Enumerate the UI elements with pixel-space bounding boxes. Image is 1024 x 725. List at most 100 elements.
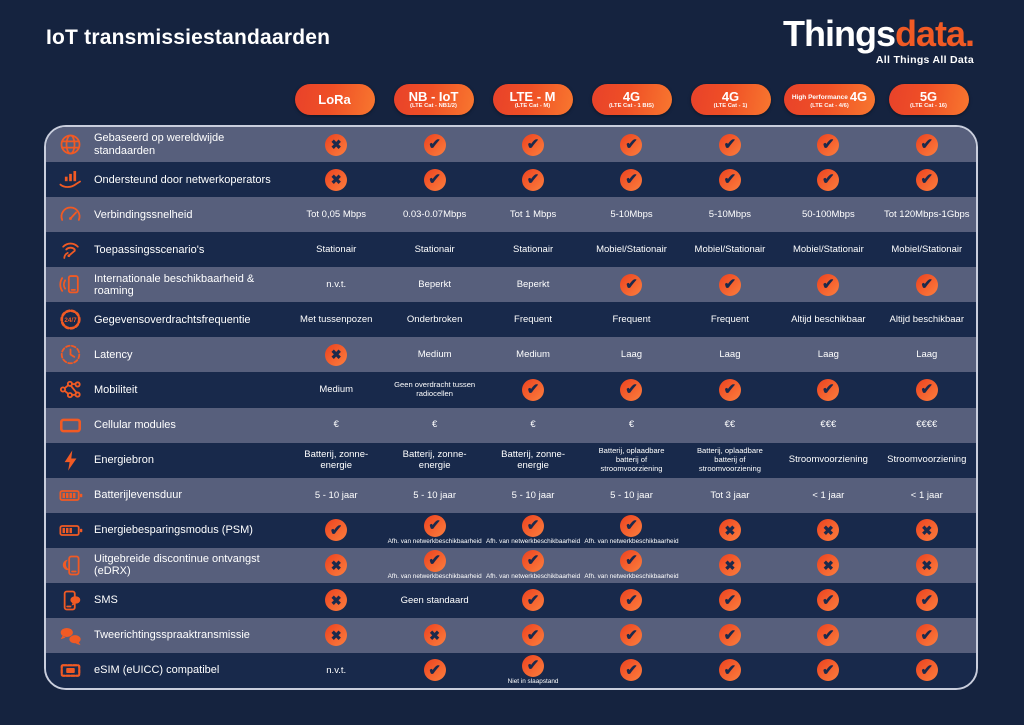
value-cell: ✔	[582, 624, 680, 647]
row-label: Verbindingssnelheid	[94, 208, 193, 221]
value-cell: Stroomvoorziening	[779, 454, 877, 465]
comparison-table: Gebaseerd op wereldwijde standaarden ✖ ✔ ✔ ✔…	[44, 125, 978, 690]
value-cell: Tot 0,05 Mbps	[287, 209, 385, 220]
check-icon: ✔	[817, 659, 840, 682]
row-label: Internationale beschikbaarheid & roaming	[94, 272, 255, 297]
value-cell: ✔	[681, 624, 779, 647]
battery-saving-icon	[46, 517, 94, 544]
check-icon: ✔	[817, 589, 840, 612]
table-row: Ondersteund door netwerkoperators ✖ ✔ ✔ ✔ ✔ ✔ ✔	[46, 162, 976, 198]
check-icon: ✔	[620, 549, 643, 572]
check-icon: ✔	[522, 168, 545, 191]
check-icon: ✔	[522, 133, 545, 156]
cell-subtext: Afh. van netwerkbeschikbaarheid	[584, 573, 679, 581]
cross-icon: ✖	[718, 519, 741, 542]
speedometer-icon	[46, 201, 94, 228]
check-icon: ✔	[915, 659, 938, 682]
check-icon: ✔	[423, 549, 446, 572]
value-cell: ✔	[681, 133, 779, 156]
value-cell: ✔ Afh. van netwerkbeschikbaarheid	[484, 549, 582, 581]
value-cell: < 1 jaar	[878, 490, 976, 501]
value-cell: Tot 1 Mbps	[484, 209, 582, 220]
row-label: eSIM (eUICC) compatibel	[94, 664, 220, 677]
value-cell: Tot 120Mbps-1Gbps	[878, 209, 976, 220]
check-icon: ✔	[718, 273, 741, 296]
cell-text: Mobiel/Stationair	[694, 244, 766, 256]
check-icon: ✔	[620, 378, 643, 401]
value-cell: Batterij, zonne-energie	[385, 449, 483, 471]
value-cell: ✔	[484, 589, 582, 612]
column-pill: 4G (LTE Cat - 1 BIS)	[591, 84, 672, 115]
table-row: Verbindingssnelheid Tot 0,05 Mbps 0.03-0.0…	[46, 197, 976, 233]
roaming-phone-icon	[46, 271, 94, 298]
check-icon: ✔	[423, 514, 446, 537]
table-row: Gebaseerd op wereldwijde standaarden ✖ ✔ ✔ ✔…	[46, 127, 976, 163]
column-pill-subtitle: (LTE Cat - 1 BIS)	[609, 103, 654, 110]
value-cell: 5 - 10 jaar	[287, 490, 385, 501]
cell-subtext: Afh. van netwerkbeschikbaarheid	[387, 573, 482, 581]
column-pill-subtitle: (LTE Cat - NB1/2)	[410, 103, 457, 110]
value-cell: ✖	[878, 554, 976, 577]
value-cell: 50-100Mbps	[779, 209, 877, 220]
value-cell: 5-10Mbps	[582, 209, 680, 220]
check-icon: ✔	[915, 378, 938, 401]
value-cell: n.v.t.	[287, 279, 385, 290]
value-cell: ✔	[878, 624, 976, 647]
cross-icon: ✖	[915, 519, 938, 542]
cell-text: Medium	[516, 349, 550, 361]
speech-bubbles-icon	[46, 622, 94, 649]
value-cell: ✔	[779, 589, 877, 612]
value-cell: ✖	[779, 554, 877, 577]
cell-text: Geen standaard	[400, 594, 469, 606]
value-cell: ✔ Niet in slaapstand	[484, 654, 582, 686]
cell-subtext: Afh. van netwerkbeschikbaarheid	[486, 538, 581, 546]
value-cell: ✔	[779, 624, 877, 647]
logo-tagline: All Things All Data	[875, 54, 974, 66]
table-row: Toepassingsscenario's Stationair Stationai…	[46, 232, 976, 268]
value-cell: ✔	[582, 378, 680, 401]
cell-text: Geen overdracht tussen radiocellen	[394, 380, 476, 398]
value-cell: ✖	[287, 624, 385, 647]
check-icon: ✔	[718, 589, 741, 612]
value-cell: €€€€	[878, 419, 976, 430]
svg-text:24/7: 24/7	[64, 317, 77, 324]
row-label: Cellular modules	[94, 418, 176, 431]
value-cell: ✔	[385, 168, 483, 191]
value-cell: 5-10Mbps	[681, 209, 779, 220]
value-cell: €	[287, 419, 385, 430]
cell-text: Tot 0,05 Mbps	[306, 209, 367, 221]
value-cell: 5 - 10 jaar	[385, 490, 483, 501]
check-icon: ✔	[423, 133, 446, 156]
cross-icon: ✖	[817, 519, 840, 542]
value-cell: ✔	[582, 273, 680, 296]
cell-text: €€€€	[916, 419, 938, 431]
check-icon: ✔	[620, 273, 643, 296]
value-cell: 0.03-0.07Mbps	[385, 209, 483, 220]
lightning-icon	[46, 447, 94, 474]
check-icon: ✔	[620, 589, 643, 612]
cell-text: 5-10Mbps	[708, 209, 752, 221]
column-pill: 4G (LTE Cat - 1)	[690, 84, 771, 115]
value-cell: ✔	[484, 133, 582, 156]
value-cell: €€€	[779, 419, 877, 430]
cell-text: Medium	[417, 349, 452, 361]
cell-text: Medium	[319, 384, 354, 396]
value-cell: Mobiel/Stationair	[582, 244, 680, 255]
check-icon: ✔	[718, 133, 741, 156]
column-pill-label: 4G	[622, 88, 641, 104]
value-cell: ✔	[878, 168, 976, 191]
table-row: Tweerichtingsspraaktransmissie ✖ ✖ ✔ ✔ ✔ ✔ ✔	[46, 617, 976, 653]
value-cell: Medium	[484, 349, 582, 360]
value-cell: ✔ Afh. van netwerkbeschikbaarheid	[484, 514, 582, 546]
value-cell: Geen standaard	[385, 595, 483, 606]
value-cell: 5 - 10 jaar	[582, 490, 680, 501]
check-icon: ✔	[620, 514, 643, 537]
network-operator-icon	[46, 166, 94, 193]
check-icon: ✔	[817, 378, 840, 401]
value-cell: ✔	[878, 133, 976, 156]
cell-text: €€€	[820, 419, 837, 431]
cell-text: Stationair	[512, 244, 554, 256]
table-row: Internationale beschikbaarheid & roaming…	[46, 267, 976, 303]
cell-text: Stroomvoorziening	[788, 454, 868, 466]
check-icon: ✔	[817, 624, 840, 647]
